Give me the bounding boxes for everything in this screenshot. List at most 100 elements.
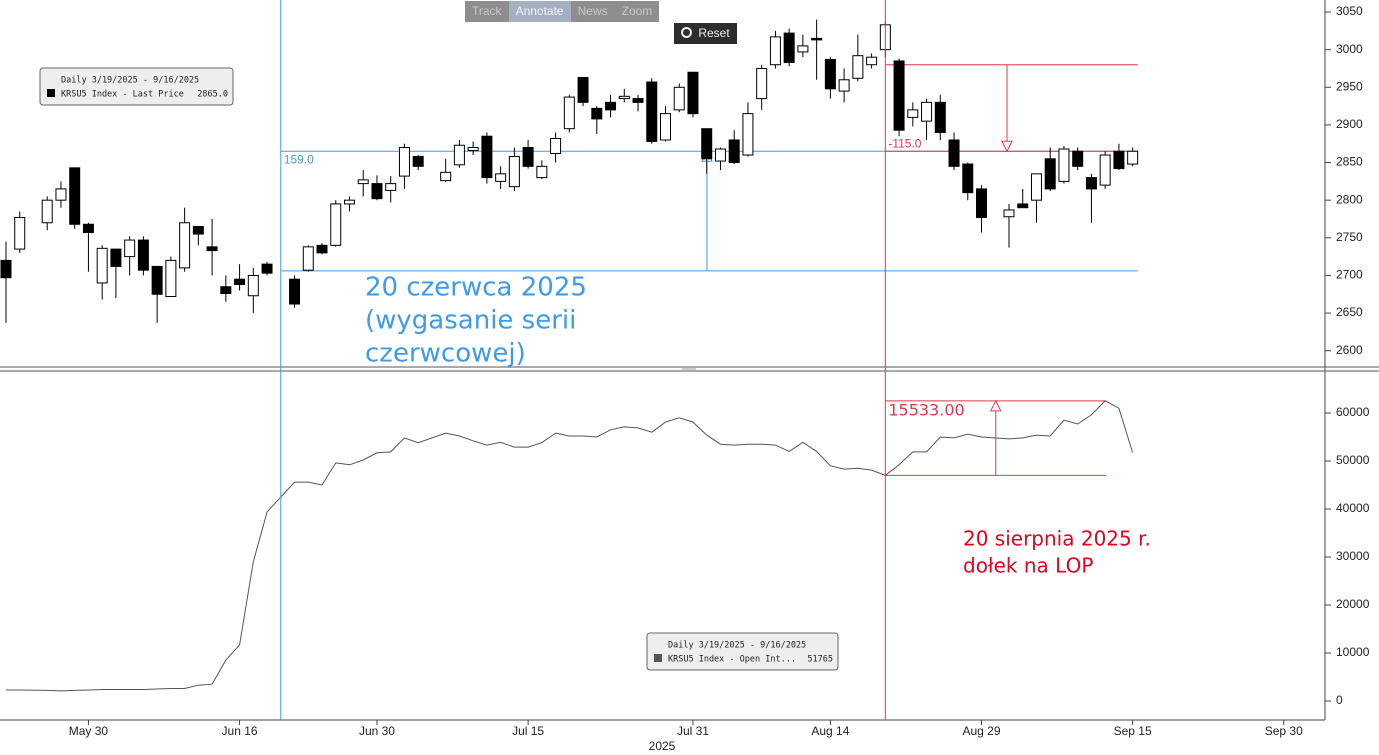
candle-body [701,128,713,160]
candle-body [508,156,520,188]
oi-line [6,400,1134,692]
candle-body [247,274,259,297]
legend-swatch [47,89,55,97]
candle-body [1017,203,1029,209]
legend-name: KRSU5 Index - Last Price [61,90,184,100]
oi-panel: 15533.00 [6,399,1134,692]
x-tick-label: Sep 30 [1265,724,1303,738]
y-tick-label: 20000 [1336,597,1370,611]
candle-body [289,278,301,305]
candle-body [343,199,355,205]
candle-body [1127,150,1139,165]
candle-body [440,171,452,182]
candle-body [330,203,342,246]
candle-body [783,32,795,63]
candle-body [357,179,369,185]
candle-body [714,148,726,162]
candle-body [907,109,919,118]
candle-body [1085,177,1097,190]
y-tick-label: 2750 [1336,230,1363,244]
legend-value: 2865.0 [197,90,228,100]
candle-body [756,67,768,100]
annotate-button[interactable]: Annotate [508,1,571,22]
candle-body [151,265,163,295]
legend-swatch [654,654,662,662]
y-tick-label: 10000 [1336,645,1370,659]
x-year-label: 2025 [649,739,676,753]
candle-body [646,81,658,142]
candle-body [398,147,410,177]
y-tick-label: 50000 [1336,453,1370,467]
candle-body [824,58,836,90]
y-tick-label: 60000 [1336,405,1370,419]
annotation-text: (wygasanie serii [365,306,576,336]
candle-body [96,247,108,284]
x-tick-label: Jul 15 [512,724,544,738]
candle-body [220,286,232,294]
range-arrow-head [989,399,1002,412]
candle-body [495,173,507,182]
y-tick-label: 30000 [1336,549,1370,563]
y-tick-label: 3000 [1336,42,1363,56]
candle-body [1058,148,1070,182]
candle-body [811,37,823,41]
x-tick-label: Sep 15 [1114,724,1152,738]
y-tick-label: 2650 [1336,305,1363,319]
candle-body [728,139,740,164]
candle-body [82,223,94,234]
reset-button[interactable]: Reset [674,23,737,44]
candle-body [1113,150,1125,170]
track-button[interactable]: Track [472,4,502,18]
annotation-text: 20 czerwca 2025 [365,273,587,303]
candle-body [838,79,850,92]
axes: 2600 2650 2700 2750 2800 2850 2900 2950 3000 3050… [69,4,1370,753]
candle-body [481,135,493,179]
y-tick-label: 2600 [1336,343,1363,357]
level-label: 159.0 [284,152,314,166]
annotation-text: czerwcowej) [365,339,526,369]
candle-body [618,95,630,100]
x-tick-label: Jun 30 [359,724,395,738]
y-tick-label: 2800 [1336,192,1363,206]
annotation-text: dołek na LOP [963,554,1093,578]
news-button[interactable]: News [577,4,608,18]
candle-body [673,86,685,111]
candle-body [41,199,53,224]
x-tick-label: Aug 14 [811,724,849,738]
y-tick-label: 2700 [1336,268,1363,282]
candle-body [893,60,905,131]
candle-body [412,156,424,167]
candle-body [179,222,191,269]
candle-body [110,248,122,267]
candle-body [69,167,81,225]
candle-body [605,101,617,111]
candle-body [453,144,465,166]
y-tick-label: 2850 [1336,155,1363,169]
legend-box [646,632,839,671]
legend-title: Daily 3/19/2025 - 9/16/2025 [668,641,806,651]
candle-body [55,188,67,201]
candle-body [632,98,644,103]
y-tick-label: 0 [1336,693,1343,707]
candle-body [192,226,204,235]
candle-body [14,216,26,250]
candle-body [1044,158,1056,190]
candle-body [316,244,328,254]
candle-body [137,239,149,271]
x-tick-label: May 30 [69,724,109,738]
candle-body [866,56,878,66]
level-label: -115.0 [888,136,921,150]
candle-body [852,55,864,79]
zoom-button[interactable]: Zoom [621,4,653,18]
candle-body [0,259,12,279]
candle-body [522,147,534,167]
candle-body [660,113,671,141]
candle-body [591,107,603,120]
candle-body [577,77,589,103]
candle-body [934,101,946,133]
candle-body [261,263,273,274]
candle-body [1003,209,1015,218]
annotation-text: 20 sierpnia 2025 r. [963,527,1151,551]
